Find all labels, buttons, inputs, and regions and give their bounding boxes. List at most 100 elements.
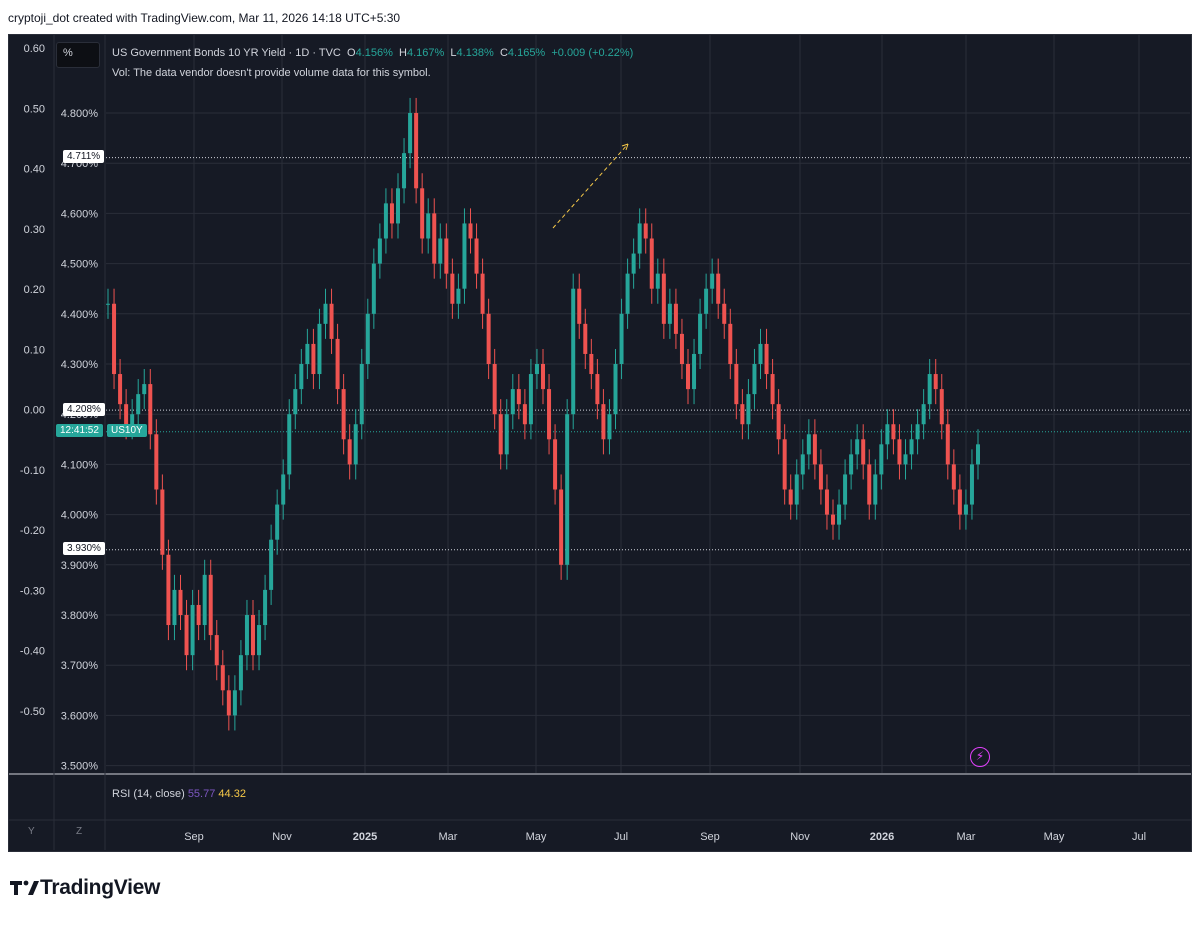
candle-body bbox=[891, 424, 896, 440]
rsi-legend[interactable]: RSI (14, close) 55.77 44.32 bbox=[112, 788, 246, 800]
candle-body bbox=[438, 238, 443, 264]
y-left-tick-label: 0.00 bbox=[24, 405, 45, 417]
symbol-title[interactable]: US Government Bonds 10 YR Yield · 1D · T… bbox=[112, 47, 341, 59]
y-left-tick-label: -0.50 bbox=[20, 706, 45, 718]
candle-body bbox=[359, 364, 364, 425]
candle-body bbox=[661, 273, 666, 324]
candle-body bbox=[244, 615, 249, 656]
candle-body bbox=[879, 444, 884, 475]
z-axis-button[interactable]: Z bbox=[76, 826, 83, 837]
candle-body bbox=[831, 514, 835, 525]
y-left-tick-label: 0.40 bbox=[24, 164, 45, 176]
candle-body bbox=[782, 439, 787, 490]
candle-body bbox=[353, 424, 358, 465]
x-tick-label: Sep bbox=[700, 831, 720, 843]
candle-body bbox=[951, 464, 956, 490]
y-tick-label: 4.400% bbox=[61, 309, 99, 321]
candle-body bbox=[335, 338, 340, 390]
tradingview-logo-icon bbox=[10, 880, 39, 895]
candle-body bbox=[643, 223, 648, 239]
candle-body bbox=[921, 404, 926, 425]
countdown-label: 12:41:52 bbox=[56, 424, 103, 437]
candle-body bbox=[897, 439, 902, 465]
open-value: 4.156% bbox=[355, 47, 393, 59]
x-axis: Sep Nov 2025 Mar May Jul Sep Nov 2026 Mar May Jul bbox=[184, 831, 1146, 843]
alert-bolt-icon[interactable]: ⚡ bbox=[970, 747, 990, 767]
candle-body bbox=[619, 313, 624, 364]
candle-body bbox=[377, 238, 382, 264]
candle-body bbox=[716, 273, 721, 304]
percent-scale-button[interactable]: % bbox=[56, 42, 100, 68]
candle-body bbox=[238, 655, 243, 691]
candle-body bbox=[317, 323, 322, 375]
x-tick-label: 2025 bbox=[353, 831, 377, 843]
candle-body bbox=[426, 213, 431, 239]
candle-body bbox=[299, 364, 304, 390]
candle-body bbox=[824, 489, 829, 515]
candle-body bbox=[698, 313, 703, 354]
candle-body bbox=[583, 323, 588, 354]
candle-body bbox=[492, 364, 497, 415]
candle-body bbox=[420, 188, 425, 239]
right-axis: 4.800%4.700%4.600%4.500%4.400%4.300%4.20… bbox=[61, 108, 99, 773]
candle-body bbox=[776, 404, 781, 440]
candle-body bbox=[510, 389, 515, 415]
candle-body bbox=[885, 424, 890, 445]
candle-body bbox=[752, 364, 757, 395]
candle-body bbox=[577, 288, 582, 324]
y-tick-label: 4.500% bbox=[61, 259, 99, 271]
candle-body bbox=[106, 303, 110, 305]
candle-body bbox=[263, 589, 268, 626]
current-price-label: 4.208% bbox=[63, 403, 105, 416]
candle-body bbox=[867, 464, 872, 505]
high-line-label: 4.711% bbox=[63, 150, 105, 163]
chart-attribution: cryptoji_dot created with TradingView.co… bbox=[8, 11, 401, 25]
rsi-value-1: 55.77 bbox=[187, 788, 216, 800]
candle-body bbox=[311, 343, 316, 375]
y-axis-button[interactable]: Y bbox=[28, 826, 35, 837]
candle-body bbox=[160, 489, 165, 555]
candle-body bbox=[589, 353, 594, 375]
x-tick-label: Sep bbox=[184, 831, 204, 843]
y-left-tick-label: 0.20 bbox=[24, 284, 45, 296]
left-axis: 0.60 0.50 0.40 0.30 0.20 0.10 0.00 -0.10 -0.20 -0… bbox=[20, 43, 45, 718]
candle-body bbox=[909, 439, 914, 455]
candle-body bbox=[456, 288, 461, 304]
candle-body bbox=[480, 273, 485, 314]
candle-body bbox=[740, 404, 745, 425]
candle-body bbox=[208, 574, 213, 636]
candle-body bbox=[855, 439, 860, 455]
candle-body bbox=[190, 604, 195, 656]
y-tick-label: 3.900% bbox=[61, 560, 99, 572]
x-tick-label: May bbox=[1044, 831, 1065, 843]
change-value: +0.009 (+0.22%) bbox=[551, 47, 634, 59]
candle-body bbox=[166, 554, 171, 626]
candle-body bbox=[903, 454, 908, 465]
candle-body bbox=[468, 223, 473, 239]
candle-body bbox=[692, 353, 697, 390]
y-tick-label: 3.800% bbox=[61, 610, 99, 622]
candle-body bbox=[613, 364, 618, 415]
tradingview-logo[interactable]: TradingView bbox=[10, 876, 160, 900]
candle-body bbox=[704, 288, 709, 314]
y-tick-label: 3.600% bbox=[61, 710, 99, 722]
candle-body bbox=[837, 504, 842, 525]
x-tick-label: Nov bbox=[272, 831, 292, 843]
candle-body bbox=[861, 439, 866, 465]
candle-body bbox=[806, 434, 811, 455]
high-label: H bbox=[399, 47, 407, 59]
y-tick-label: 4.100% bbox=[61, 459, 99, 471]
rsi-label: RSI (14, close) bbox=[112, 788, 185, 800]
low-line-label: 3.930% bbox=[63, 542, 105, 555]
candle-body bbox=[396, 188, 400, 224]
x-tick-label: Jul bbox=[1132, 831, 1146, 843]
candle-body bbox=[414, 113, 419, 189]
candle-body bbox=[196, 604, 201, 626]
x-tick-label: Mar bbox=[957, 831, 976, 843]
y-tick-label: 4.600% bbox=[61, 208, 99, 220]
y-left-tick-label: 0.10 bbox=[24, 344, 45, 356]
candle-body bbox=[269, 539, 274, 590]
trend-line[interactable] bbox=[552, 143, 629, 229]
candle-body bbox=[118, 374, 123, 405]
